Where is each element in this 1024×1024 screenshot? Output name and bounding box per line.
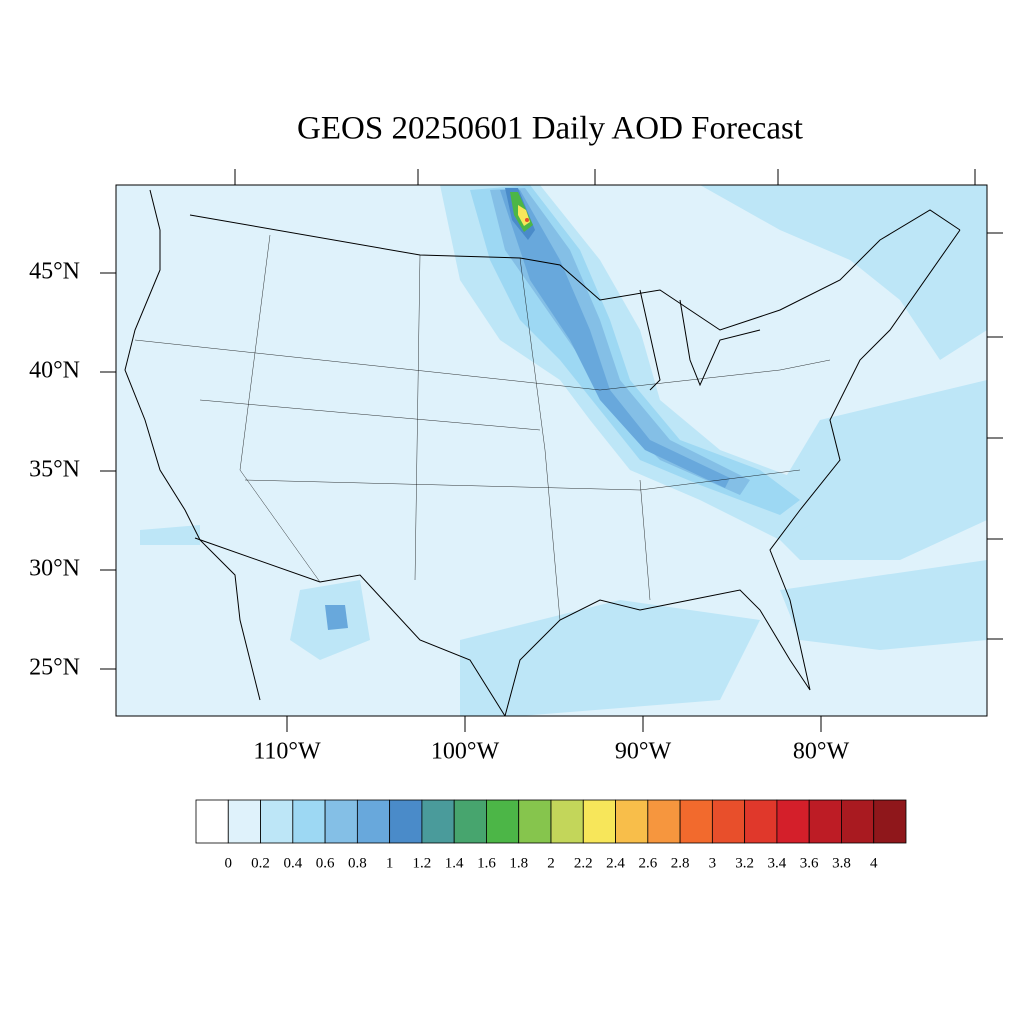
- colorbar-box: [453, 799, 487, 844]
- colorbar-label: 3: [709, 855, 717, 871]
- lat-tick-label: 30°N: [29, 556, 80, 582]
- colorbar-box: [260, 799, 294, 844]
- boundaries: [124, 189, 961, 717]
- colorbar-box: [550, 799, 584, 844]
- colorbar-label: 1.2: [413, 855, 432, 871]
- colorbar-box: [582, 799, 616, 844]
- colorbar-box: [389, 799, 423, 844]
- colorbar-label: 2: [547, 855, 555, 871]
- colorbar-box: [486, 799, 520, 844]
- frame-ticks: [234, 169, 1003, 640]
- colorbar-label: 0: [225, 855, 233, 871]
- lat-tick-label: 35°N: [29, 457, 80, 483]
- lat-tick-label: 25°N: [29, 655, 80, 681]
- colorbar-box: [518, 799, 552, 844]
- colorbar-label: 4: [870, 855, 878, 871]
- colorbar-label: 2.2: [574, 855, 593, 871]
- state-lines: [134, 234, 831, 621]
- colorbar-label: 1: [386, 855, 394, 871]
- axis-ticks: 45°N 40°N 35°N 30°N 25°N 110°W 100°W 90°W 80°W: [29, 259, 849, 765]
- colorbar-box: [679, 799, 713, 844]
- colorbar-label: 2.6: [638, 855, 657, 871]
- colorbar-label: 3.6: [800, 855, 819, 871]
- colorbar-label: 3.8: [832, 855, 851, 871]
- colorbar-box: [615, 799, 649, 844]
- colorbar-label: 1.8: [509, 855, 528, 871]
- lon-tick-label: 110°W: [253, 739, 321, 765]
- colorbar-label: 1.4: [445, 855, 464, 871]
- colorbar-label: 0.6: [316, 855, 335, 871]
- lat-tick-label: 45°N: [29, 259, 80, 285]
- colorbar-box: [421, 799, 455, 844]
- colorbar-label: 0.4: [283, 855, 302, 871]
- colorbar-label: 0.8: [348, 855, 367, 871]
- colorbar-box: [841, 799, 875, 844]
- colorbar-label: 2.8: [671, 855, 690, 871]
- lat-tick-label: 40°N: [29, 358, 80, 384]
- colorbar-label: 2.4: [606, 855, 625, 871]
- colorbar-label: 3.4: [768, 855, 787, 871]
- colorbar-box: [356, 799, 391, 844]
- colorbar: 0 0.2 0.4 0.6 0.8 1 1.2 1.4 1.6 1.8 2 2.2 2.4 2.6 2.8 3…: [195, 799, 907, 871]
- colorbar-box: [292, 799, 326, 844]
- lon-tick-label: 80°W: [793, 739, 850, 765]
- lon-tick-label: 90°W: [615, 739, 672, 765]
- colorbar-box: [324, 799, 358, 844]
- colorbar-box: [227, 799, 261, 844]
- colorbar-box: [195, 799, 229, 844]
- colorbar-box: [711, 799, 746, 844]
- colorbar-box: [873, 799, 907, 844]
- colorbar-label: 0.2: [251, 855, 270, 871]
- colorbar-label: 3.2: [735, 855, 754, 871]
- colorbar-box: [647, 799, 681, 844]
- map-title: GEOS 20250601 Daily AOD Forecast: [297, 111, 803, 147]
- colorbar-box: [808, 799, 842, 844]
- map-panel: [115, 169, 1003, 717]
- lon-tick-label: 100°W: [431, 739, 500, 765]
- colorbar-box: [744, 799, 778, 844]
- colorbar-box: [776, 799, 810, 844]
- map-frame: [115, 184, 988, 717]
- colorbar-label: 1.6: [477, 855, 496, 871]
